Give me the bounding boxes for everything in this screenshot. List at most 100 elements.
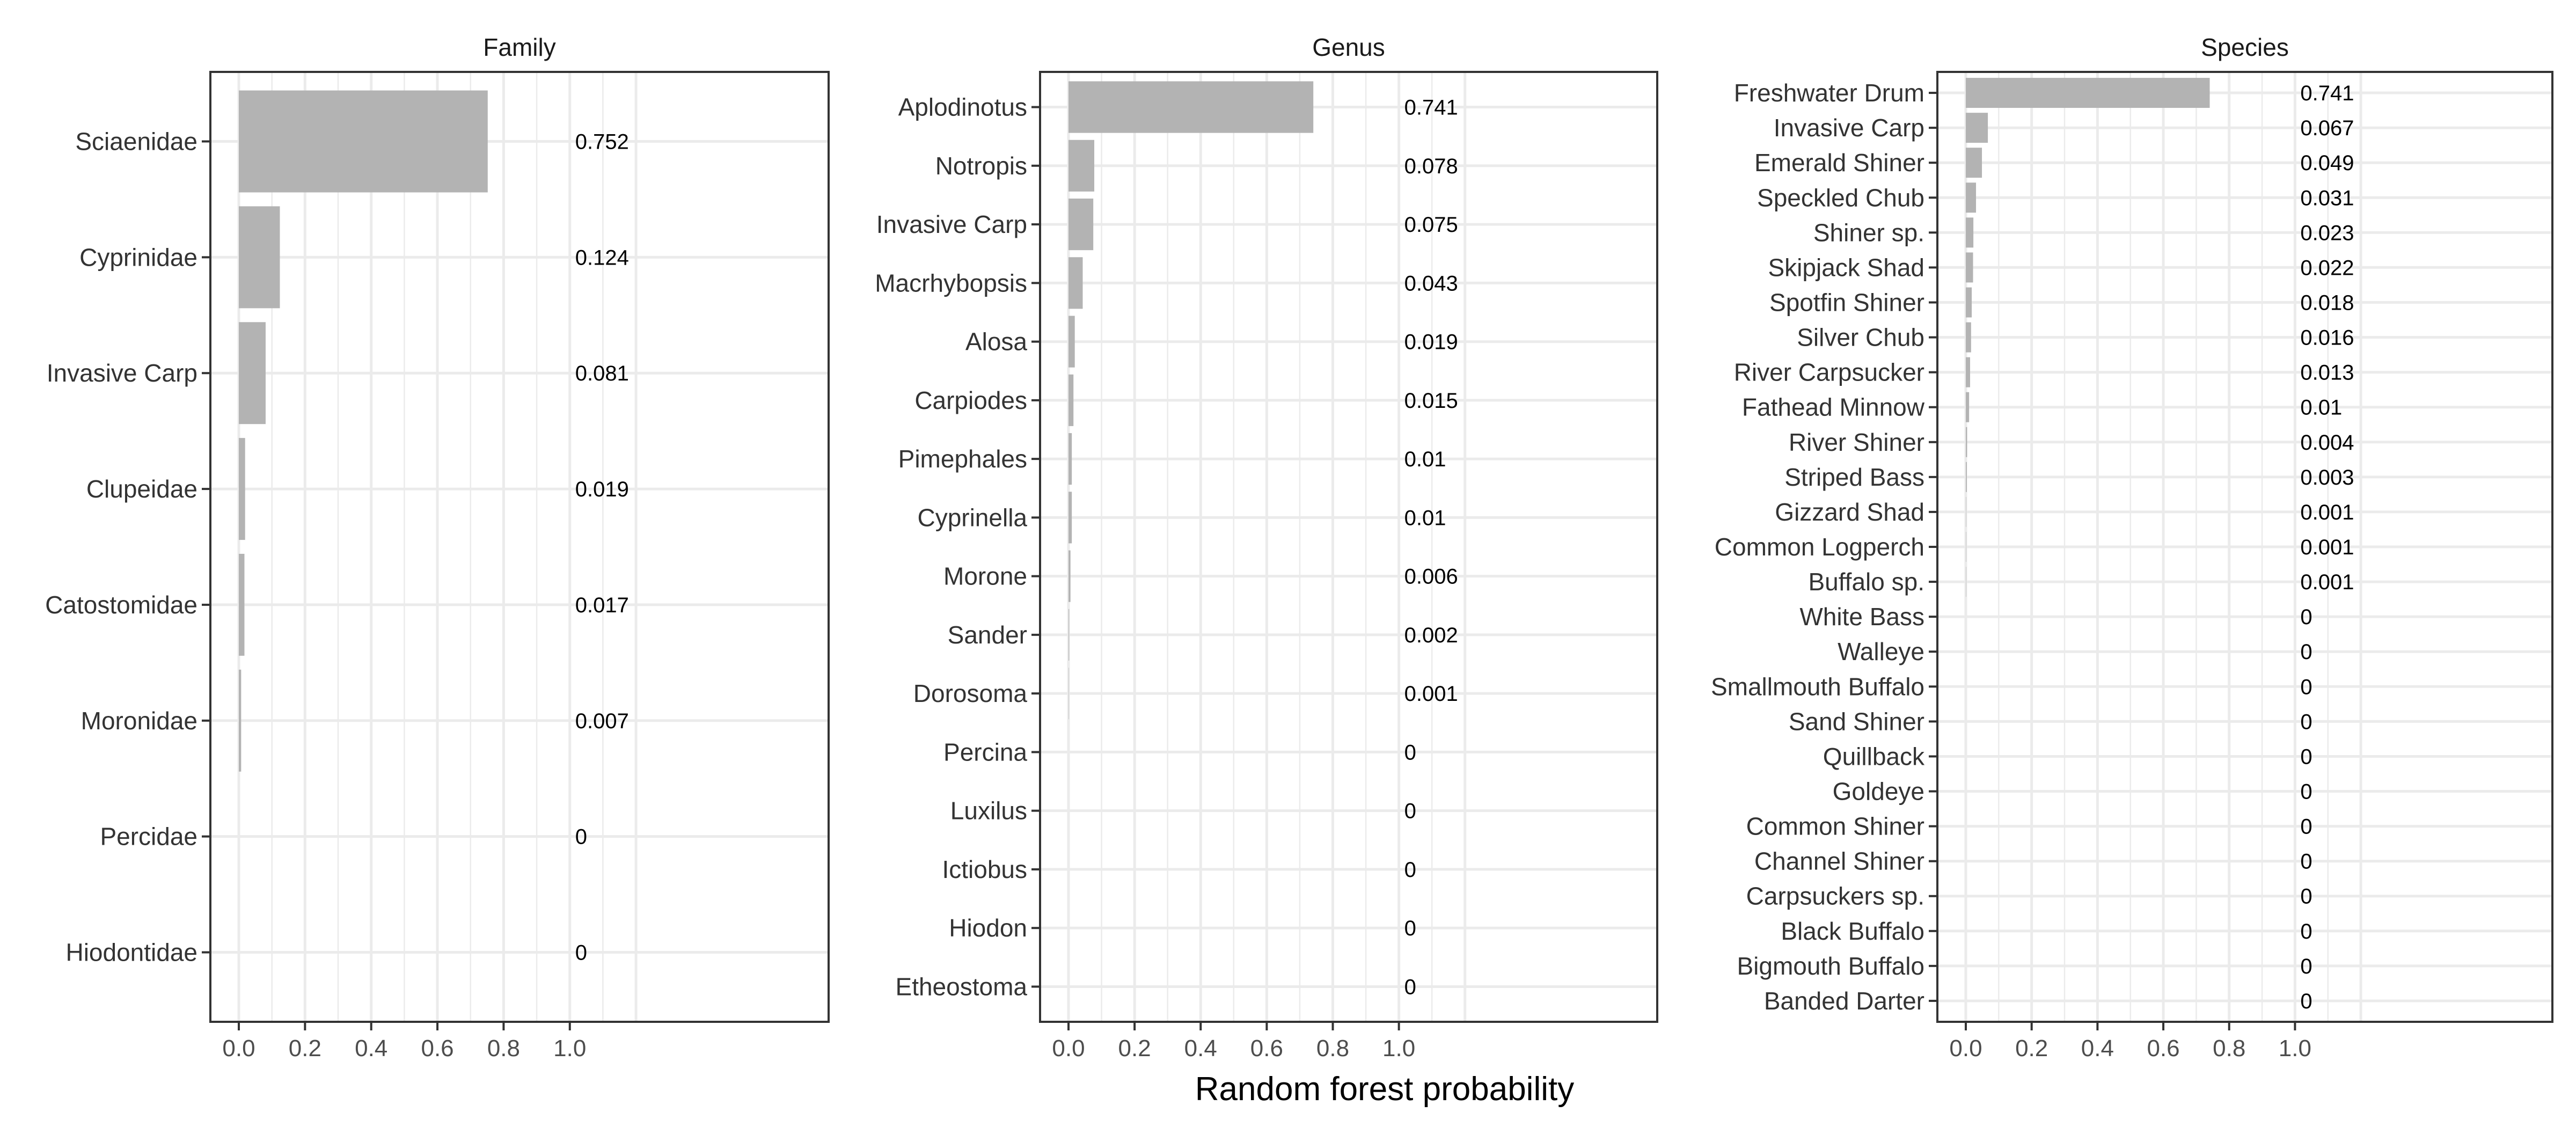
x-tick-label: 0.8	[487, 1035, 520, 1062]
bar	[1069, 550, 1071, 602]
data-label: 0.003	[2300, 466, 2354, 489]
bar	[1069, 492, 1072, 544]
category-label: Sciaenidae	[75, 128, 197, 156]
category-label: Banded Darter	[1764, 987, 1924, 1015]
category-label: Cyprinidae	[79, 243, 197, 271]
bar	[1966, 78, 2210, 108]
x-tick-label: 0.0	[1949, 1035, 1982, 1062]
category-label: Hiodontidae	[65, 938, 197, 966]
data-label: 0	[575, 941, 587, 964]
data-label: 0.031	[2300, 186, 2354, 210]
category-label: Speckled Chub	[1757, 184, 1924, 211]
category-label: Skipjack Shad	[1768, 253, 1925, 281]
category-label: Sander	[948, 621, 1027, 649]
category-label: Spotfin Shiner	[1769, 288, 1924, 316]
data-label: 0.001	[2300, 536, 2354, 559]
data-label: 0	[2300, 605, 2312, 629]
data-label: 0.01	[1404, 448, 1446, 471]
data-label: 0.078	[1404, 155, 1458, 178]
category-label: Percina	[943, 738, 1027, 766]
category-label: Carpiodes	[914, 386, 1027, 414]
data-label: 0	[1404, 741, 1416, 764]
x-tick-label: 0.2	[289, 1035, 321, 1062]
bar	[1069, 316, 1075, 368]
x-tick-label: 0.6	[2147, 1035, 2179, 1062]
data-label: 0	[2300, 920, 2312, 943]
data-label: 0.018	[2300, 291, 2354, 314]
bars	[1966, 78, 2210, 597]
bar	[239, 553, 245, 656]
bar	[1966, 462, 1967, 492]
data-label: 0.001	[1404, 682, 1458, 706]
x-tick-label: 1.0	[1382, 1035, 1415, 1062]
category-label: Common Logperch	[1715, 533, 1924, 561]
data-label: 0	[2300, 710, 2312, 734]
x-axis-title: Random forest probability	[1195, 1071, 1574, 1108]
category-label: Invasive Carp	[876, 210, 1027, 238]
bar	[1966, 392, 1970, 422]
x-tick-label: 0.8	[1316, 1035, 1349, 1062]
category-label: Striped Bass	[1784, 463, 1924, 491]
category-label: Macrhybopsis	[875, 269, 1027, 297]
category-label: Emerald Shiner	[1754, 149, 1924, 177]
x-tick-label: 0.0	[1052, 1035, 1085, 1062]
panel-border	[1039, 71, 1658, 1023]
data-label: 0.013	[2300, 361, 2354, 385]
category-label: Aplodinotus	[898, 93, 1027, 121]
category-label: Walleye	[1838, 638, 1924, 665]
facet-panel-2: Genus 0.741 Aplodinotus 0.078 Notropis 0.075 I…	[875, 33, 1658, 1062]
panel-title: Species	[2201, 33, 2289, 61]
category-label: Carpsuckers sp.	[1746, 882, 1924, 910]
category-label: Notropis	[935, 152, 1027, 180]
facet-panels: Family 0.752 Sciaenidae 0.124 Cyprinidae 0.08…	[45, 33, 2553, 1062]
data-label: 0.01	[2300, 396, 2342, 420]
bar	[1966, 217, 1974, 248]
bars	[239, 90, 488, 772]
x-tick-label: 0.0	[222, 1035, 255, 1062]
category-label: Silver Chub	[1797, 324, 1924, 352]
data-label: 0	[2300, 850, 2312, 874]
data-label: 0.043	[1404, 272, 1458, 295]
category-label: Goldeye	[1833, 778, 1924, 806]
category-label: Quillback	[1823, 742, 1925, 770]
data-label: 0	[2300, 990, 2312, 1013]
data-label: 0.741	[2300, 82, 2354, 105]
data-label: 0.004	[2300, 431, 2354, 455]
bar	[1069, 257, 1083, 309]
grid-lines	[210, 72, 829, 1022]
category-label: Channel Shiner	[1754, 847, 1924, 875]
data-label: 0.023	[2300, 221, 2354, 245]
data-label: 0	[1404, 975, 1416, 999]
panel-title: Family	[483, 33, 555, 61]
data-label: 0.002	[1404, 624, 1458, 647]
category-label: White Bass	[1799, 603, 1924, 631]
x-tick-label: 0.2	[1118, 1035, 1151, 1062]
category-label: Sand Shiner	[1789, 707, 1924, 735]
data-label: 0.016	[2300, 326, 2354, 350]
category-label: Moronidae	[81, 707, 197, 735]
x-tick-label: 0.6	[421, 1035, 453, 1062]
data-label: 0.015	[1404, 389, 1458, 413]
bar	[1069, 374, 1074, 426]
bar	[1069, 199, 1094, 251]
bar	[239, 322, 266, 425]
category-label: Dorosoma	[913, 679, 1028, 707]
bar	[1966, 113, 1988, 143]
bar	[1966, 287, 1972, 318]
bar	[1069, 140, 1095, 192]
data-label: 0	[2300, 955, 2312, 978]
data-label: 0	[1404, 917, 1416, 940]
category-label: Invasive Carp	[47, 359, 197, 387]
x-tick-label: 1.0	[553, 1035, 586, 1062]
data-label: 0.022	[2300, 256, 2354, 280]
data-label: 0.007	[575, 709, 629, 733]
grid-lines	[1040, 72, 1657, 1022]
category-label: Invasive Carp	[1774, 114, 1924, 142]
category-label: Etheostoma	[896, 972, 1028, 1000]
data-label: 0	[2300, 675, 2312, 699]
data-label: 0.067	[2300, 116, 2354, 140]
data-label: 0	[1404, 800, 1416, 823]
bar	[1966, 252, 1973, 283]
category-label: Pimephales	[898, 445, 1027, 473]
